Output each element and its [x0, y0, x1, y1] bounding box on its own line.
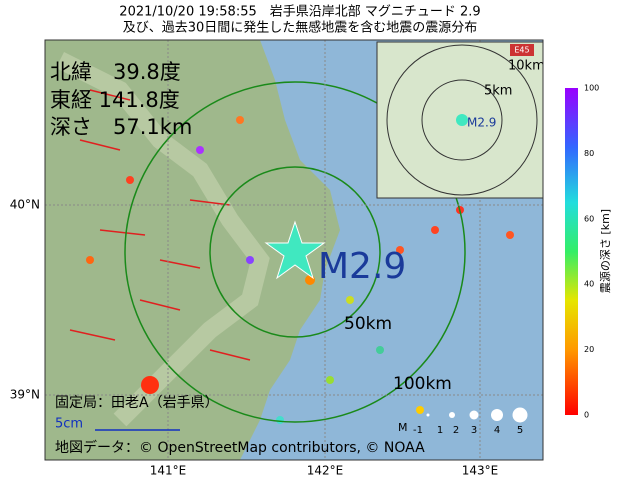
road-label: E45 — [514, 46, 529, 55]
inset-ring-label: 10km — [508, 59, 545, 74]
valley — [55, 51, 270, 427]
title-line1: 2021/10/20 19:58:55 岩手県沿岸北部 マグニチュード 2.9 — [119, 5, 480, 20]
magnitude-legend: M -1 1 2 3 4 5 — [398, 407, 528, 436]
scale-label: 5cm — [55, 417, 83, 432]
colorbar-tick-label: 0 — [584, 411, 589, 420]
colorbar-tick-label: 60 — [584, 214, 594, 223]
map: M2.9 50km 100km 北緯 39.8度 東経 141.8度 深さ 57… — [45, 40, 545, 460]
colorbar-tick-label: 20 — [584, 345, 594, 354]
lat-label: 40°N — [10, 198, 40, 212]
colorbar-tick-label: 100 — [584, 84, 599, 93]
epicenter-star — [264, 220, 326, 280]
legend-size: 4 — [494, 425, 500, 436]
inset-ring — [421, 79, 503, 161]
inset: E45 10km 5km M2.9 — [376, 41, 545, 199]
legend-size: 3 — [471, 425, 477, 436]
land — [45, 40, 340, 460]
title-line2: 及び、過去30日間に発生した無感地震を含む地震の震源分布 — [123, 20, 478, 36]
lon-label: 143°E — [462, 464, 499, 478]
inset-epicenter — [456, 114, 468, 126]
info-lat: 北緯 39.8度 — [50, 60, 181, 84]
epicenters — [86, 116, 514, 424]
colorbar-label: 震源の深さ [km] — [598, 209, 612, 293]
inset-ring — [386, 44, 538, 196]
colorbar-ticks: 0 20 40 60 80 100 — [584, 84, 599, 420]
displacement-arrows — [69, 89, 251, 361]
road-sign — [510, 44, 534, 56]
legend-size: 1 — [437, 425, 443, 436]
colorbar-tick-label: 40 — [584, 280, 594, 289]
ring-label: 50km — [344, 314, 392, 334]
lon-label: 141°E — [150, 464, 187, 478]
lat-label: 39°N — [10, 388, 40, 402]
inset-ring-label: 5km — [484, 84, 512, 99]
credit: 地図データ：© OpenStreetMap contributors, © NO… — [55, 439, 425, 456]
colorbar — [565, 88, 578, 415]
colorbar-tick-label: 80 — [584, 149, 594, 158]
info-depth: 深さ 57.1km — [50, 115, 192, 139]
inset-magnitude: M2.9 — [467, 116, 496, 130]
distance-rings — [124, 81, 466, 423]
ring-label: 100km — [393, 374, 452, 394]
legend-size: 2 — [453, 425, 459, 436]
legend-size: 5 — [517, 425, 523, 436]
legend-title: M — [398, 421, 408, 434]
magnitude-label: M2.9 — [318, 246, 406, 287]
map-frame — [44, 39, 544, 461]
station: 固定局：田老A（岩手県） — [55, 395, 219, 411]
info-lon: 東経 141.8度 — [50, 88, 180, 112]
legend-size: -1 — [413, 425, 423, 436]
lon-label: 142°E — [307, 464, 344, 478]
